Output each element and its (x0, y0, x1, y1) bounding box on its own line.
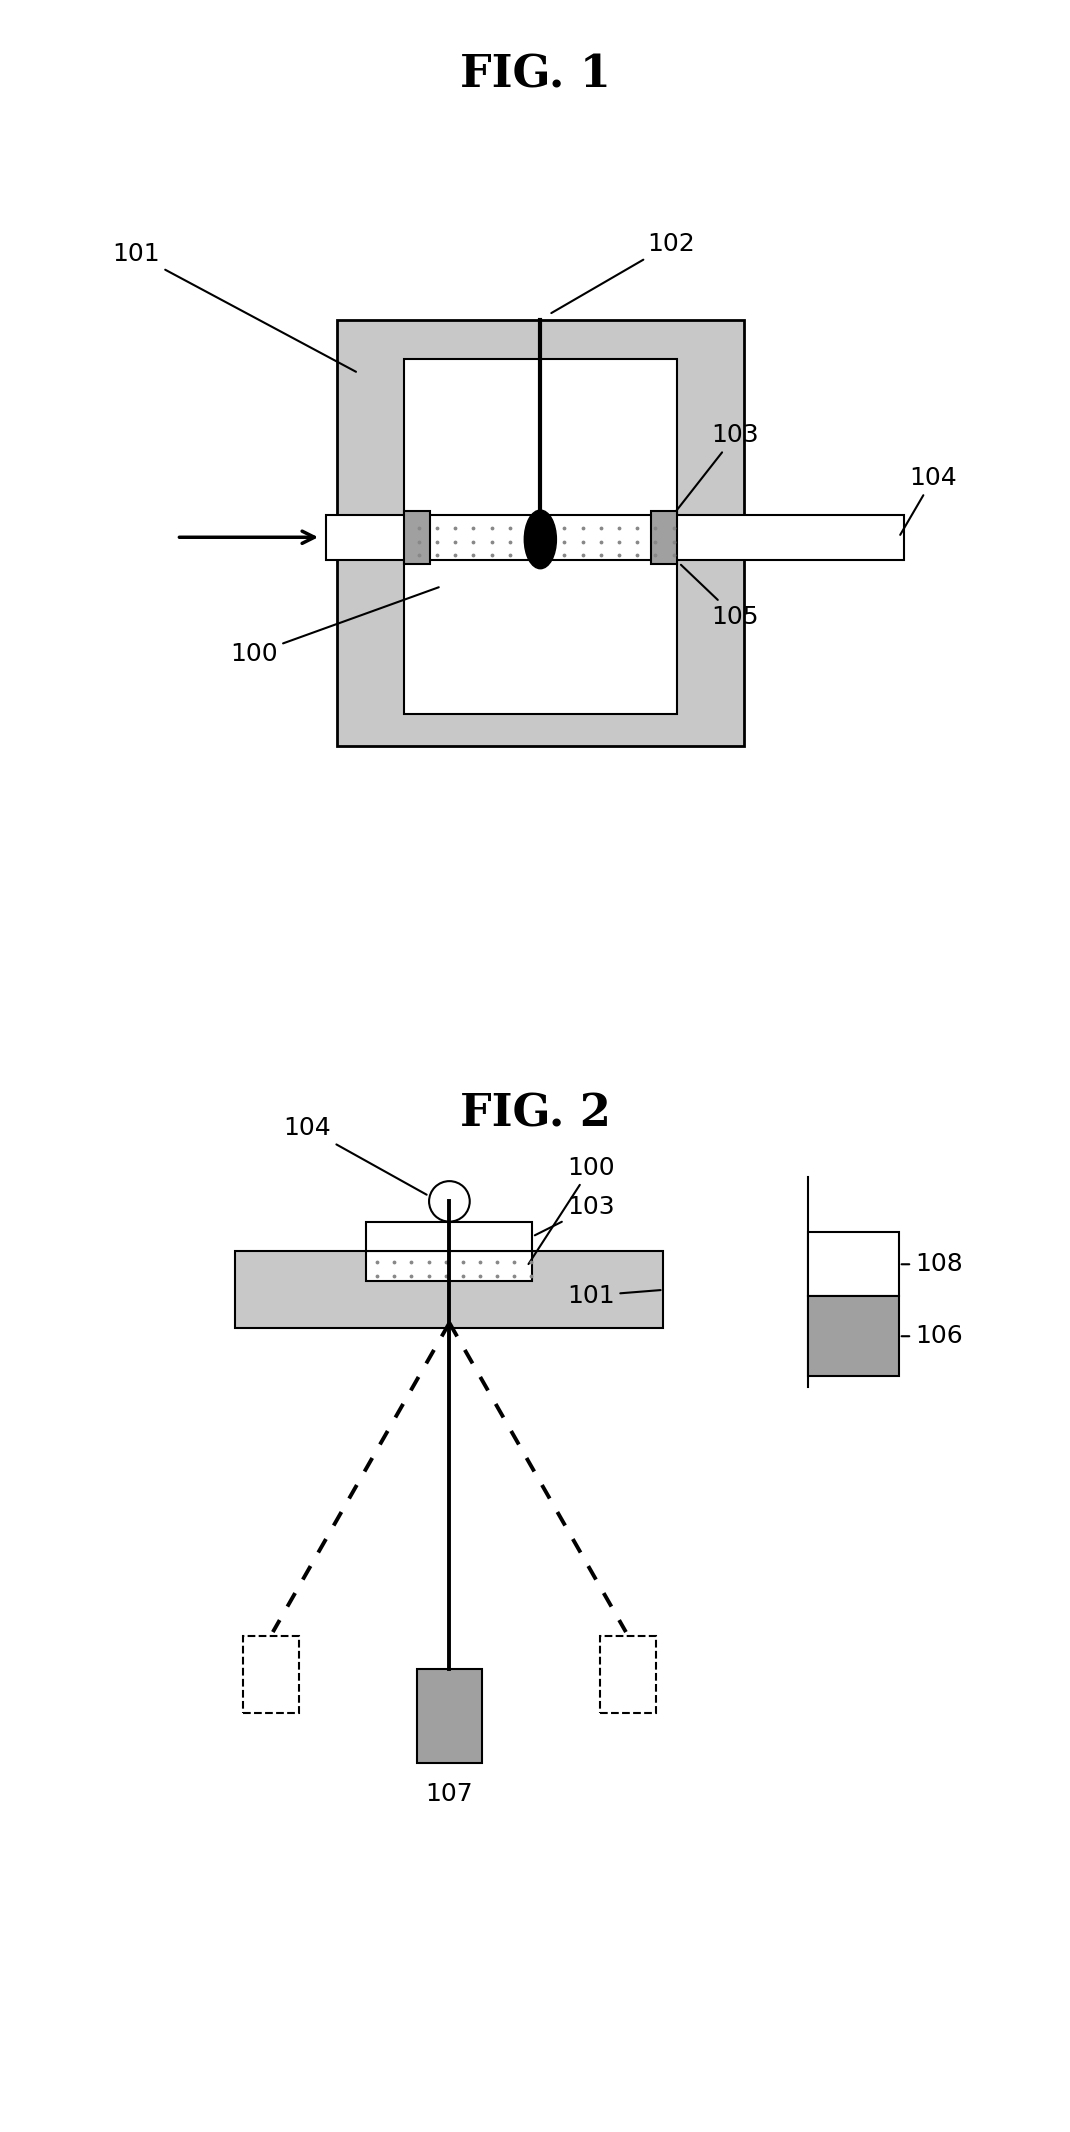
Text: 108: 108 (902, 1251, 963, 1277)
Bar (243, 1635, 299, 1712)
Text: FIG. 1: FIG. 1 (460, 53, 610, 96)
Text: 103: 103 (535, 1196, 615, 1234)
Bar (808, 1296, 899, 1377)
Text: 103: 103 (673, 424, 760, 514)
Text: 101: 101 (112, 243, 356, 371)
Bar (600, 1635, 656, 1712)
Bar (404, 512, 429, 563)
Bar (404, 358, 676, 524)
Bar (235, 1251, 663, 1328)
Bar (808, 1232, 899, 1296)
Text: 101: 101 (567, 1283, 660, 1307)
Bar (326, 516, 904, 561)
Ellipse shape (524, 510, 556, 569)
Text: 100: 100 (529, 1156, 615, 1264)
Bar (417, 1669, 482, 1763)
Text: 104: 104 (284, 1117, 427, 1194)
Circle shape (429, 1181, 470, 1222)
Bar (651, 512, 676, 563)
Text: 100: 100 (230, 586, 439, 665)
Bar (337, 320, 744, 746)
Text: 105: 105 (681, 565, 759, 629)
Bar (404, 548, 676, 714)
Text: FIG. 2: FIG. 2 (459, 1092, 611, 1136)
Text: 102: 102 (551, 232, 696, 313)
Text: 106: 106 (902, 1324, 963, 1347)
Bar (366, 1222, 533, 1251)
Text: 104: 104 (900, 467, 958, 535)
Bar (366, 1251, 533, 1281)
Text: 107: 107 (426, 1782, 473, 1806)
